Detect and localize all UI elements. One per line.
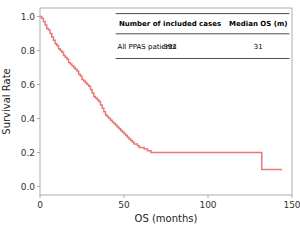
chart: 0 50 100 150 0.0 0.2 0.4 0.6 0.8 1.0 OS (months) Su… xyxy=(0,0,300,227)
y-tick-label: 1.0 xyxy=(21,12,36,22)
table-cell: 31 xyxy=(254,43,263,51)
y-tick-label: 0.4 xyxy=(21,114,36,124)
summary-table: Median OS (m) Number of included cases All… xyxy=(116,14,290,59)
y-tick-label: 0.8 xyxy=(21,46,36,56)
y-tick xyxy=(37,16,40,17)
table-background xyxy=(116,14,290,59)
x-tick xyxy=(124,195,125,198)
x-axis-label: OS (months) xyxy=(135,213,198,224)
y-tick-label: 0.6 xyxy=(21,80,36,90)
y-tick xyxy=(37,152,40,153)
table-row-label: All PPAS patients xyxy=(118,43,177,51)
x-tick-label: 50 xyxy=(118,200,130,210)
y-tick xyxy=(37,84,40,85)
x-tick xyxy=(292,195,293,198)
table-rule xyxy=(116,13,290,14)
table-rule xyxy=(116,33,290,34)
x-tick-label: 100 xyxy=(199,200,216,210)
y-tick xyxy=(37,118,40,119)
table-header: Number of included cases xyxy=(119,20,221,28)
plot-frame xyxy=(40,8,292,195)
x-tick-label: 150 xyxy=(283,200,300,210)
table-cell: 392 xyxy=(163,43,176,51)
table-header: Median OS (m) xyxy=(229,20,287,28)
y-tick xyxy=(37,50,40,51)
y-axis-label: Survival Rate xyxy=(1,68,12,134)
table-rule xyxy=(116,58,290,59)
x-tick xyxy=(208,195,209,198)
y-tick-label: 0.0 xyxy=(21,182,36,192)
y-tick-label: 0.2 xyxy=(21,148,35,158)
x-tick xyxy=(40,195,41,198)
x-tick-label: 0 xyxy=(37,200,43,210)
y-tick xyxy=(37,186,40,187)
